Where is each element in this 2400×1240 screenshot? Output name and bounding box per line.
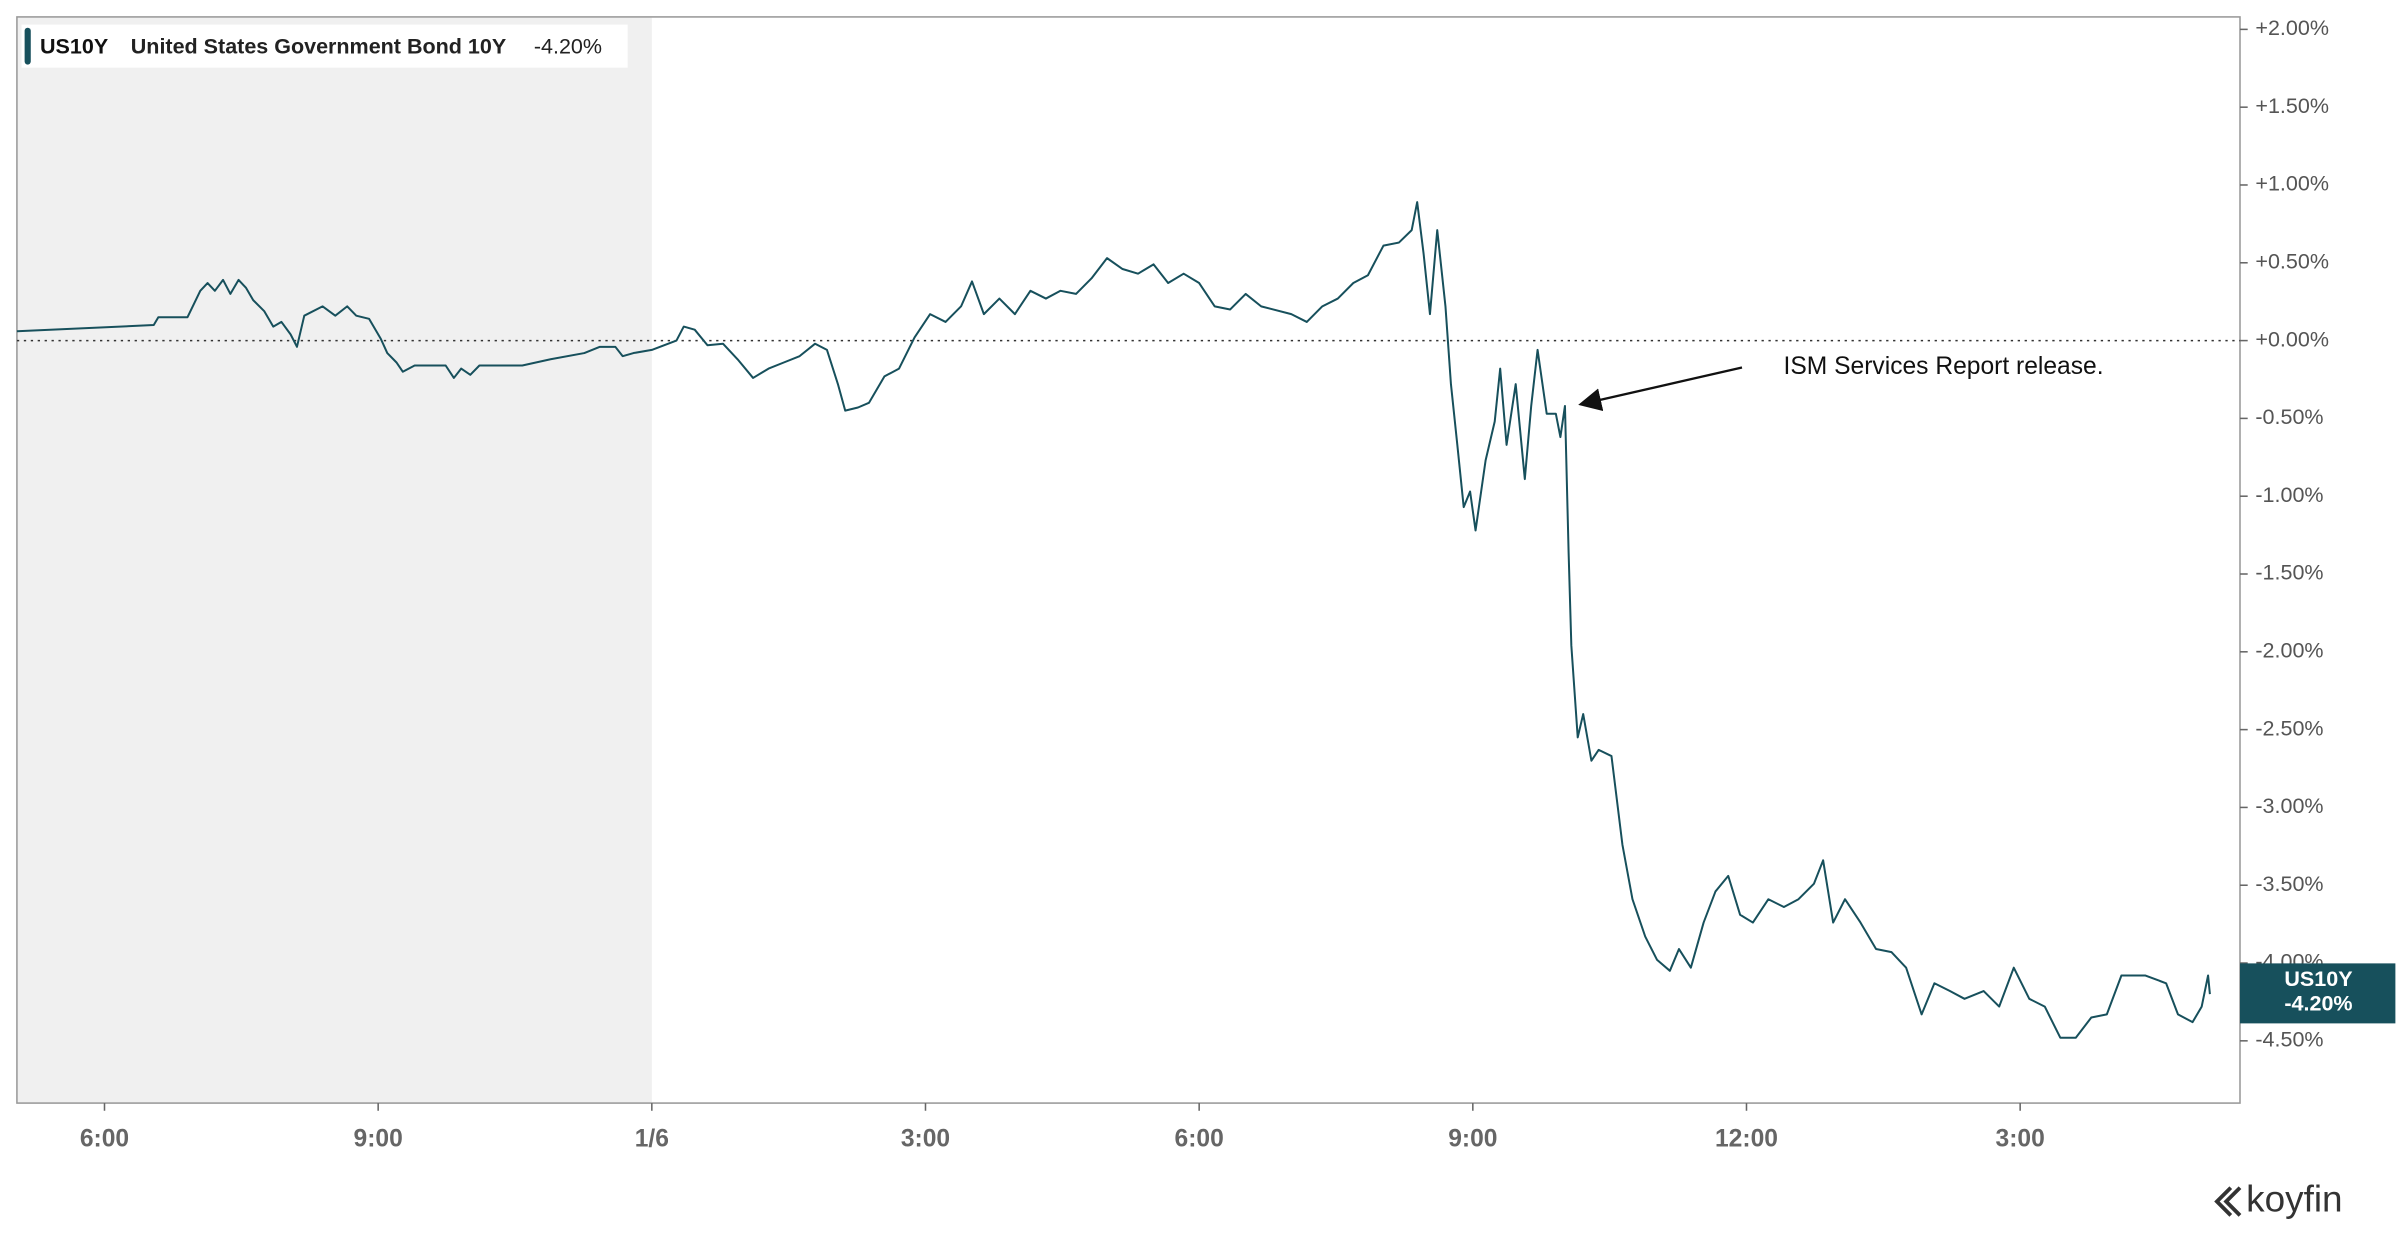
x-tick-label: 9:00 [354, 1125, 403, 1152]
last-value-label: -4.20% [2284, 992, 2352, 1016]
legend-description: United States Government Bond 10Y [131, 34, 506, 58]
premarket-shade [16, 16, 652, 1104]
x-tick-label: 3:00 [901, 1125, 950, 1152]
y-tick-label: -0.50% [2255, 405, 2323, 429]
x-tick-label: 12:00 [1715, 1125, 1778, 1152]
x-tick-label: 6:00 [80, 1125, 129, 1152]
legend-value: -4.20% [534, 34, 602, 58]
y-tick-label: -2.00% [2255, 638, 2323, 662]
x-tick-label: 3:00 [1996, 1125, 2045, 1152]
y-tick-label: +1.50% [2255, 94, 2329, 118]
y-tick-label: +0.50% [2255, 249, 2329, 273]
y-tick-label: -3.50% [2255, 872, 2323, 896]
price-line [16, 201, 2211, 1039]
plot-content [16, 201, 2240, 1039]
background [16, 16, 652, 1104]
y-tick-label: +0.00% [2255, 327, 2329, 351]
x-tick-label: 6:00 [1175, 1125, 1224, 1152]
y-tick-label: -1.00% [2255, 483, 2323, 507]
last-value-symbol: US10Y [2284, 967, 2352, 991]
y-tick-label: -4.50% [2255, 1028, 2323, 1052]
x-tick-label: 9:00 [1448, 1125, 1497, 1152]
brand: koyfin [2214, 1178, 2343, 1219]
legend-box [21, 24, 628, 68]
last-value-tag [2240, 963, 2396, 1024]
annotation-arrow [1578, 366, 1743, 412]
plot-frame [16, 16, 2241, 1104]
legend-symbol: US10Y [40, 34, 108, 58]
y-tick-label: +2.00% [2255, 16, 2329, 40]
y-tick-label: +1.00% [2255, 172, 2329, 196]
brand-name: koyfin [2246, 1178, 2342, 1219]
y-tick-label: -2.50% [2255, 716, 2323, 740]
y-tick-label: -1.50% [2255, 561, 2323, 585]
brand-logo [2214, 1186, 2242, 1217]
y-tick-label: -3.00% [2255, 794, 2323, 818]
legend-swatch [24, 27, 31, 65]
x-tick-label: 1/6 [635, 1125, 669, 1152]
annotation-text: ISM Services Report release. [1784, 353, 2104, 380]
